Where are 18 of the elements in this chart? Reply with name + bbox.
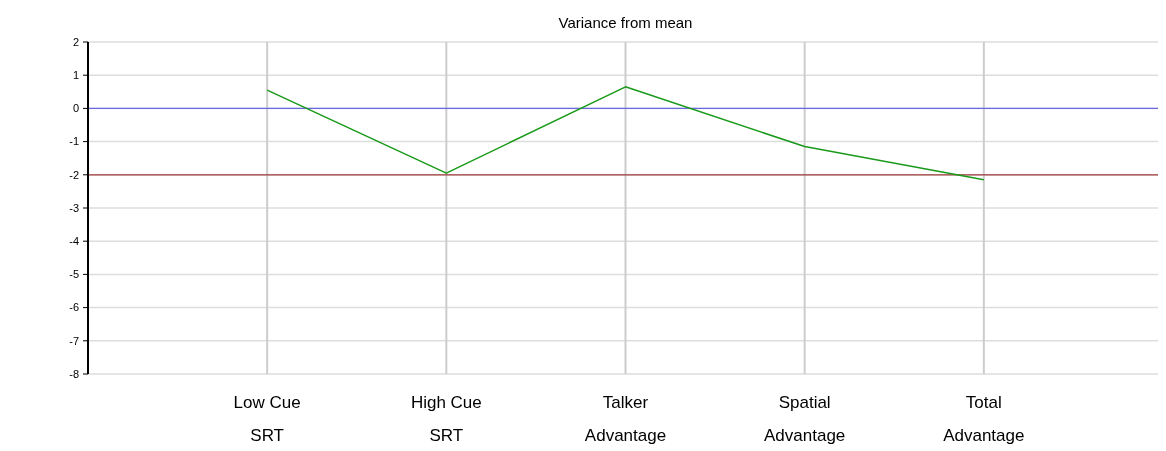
y-tick-label: 1	[72, 69, 79, 82]
chart-title: Variance from mean	[558, 14, 693, 31]
y-tick-label: -2	[69, 168, 79, 181]
x-tick-label: Low Cue SRT	[233, 393, 301, 445]
y-tick-label: -8	[69, 367, 79, 380]
y-tick-label: 0	[72, 102, 79, 115]
x-tick-label: High Cue SRT	[410, 393, 482, 445]
line-series	[266, 86, 985, 181]
y-tick-label: -6	[69, 301, 79, 314]
y-tick-label: -1	[69, 135, 79, 148]
x-tick-label: Spatial Advantage	[764, 393, 846, 445]
y-tick-label: -7	[69, 334, 79, 347]
y-tick-label: -3	[69, 201, 79, 214]
y-tick-label: 2	[72, 35, 79, 48]
x-tick-label: Total Advantage	[943, 393, 1025, 445]
y-tick-label: -5	[69, 268, 79, 281]
x-tick-label: Talker Advantage	[584, 393, 667, 445]
y-tick-label: -4	[69, 235, 79, 248]
